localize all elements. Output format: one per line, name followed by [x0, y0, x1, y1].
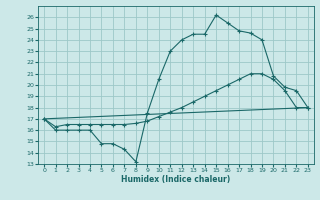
X-axis label: Humidex (Indice chaleur): Humidex (Indice chaleur) [121, 175, 231, 184]
